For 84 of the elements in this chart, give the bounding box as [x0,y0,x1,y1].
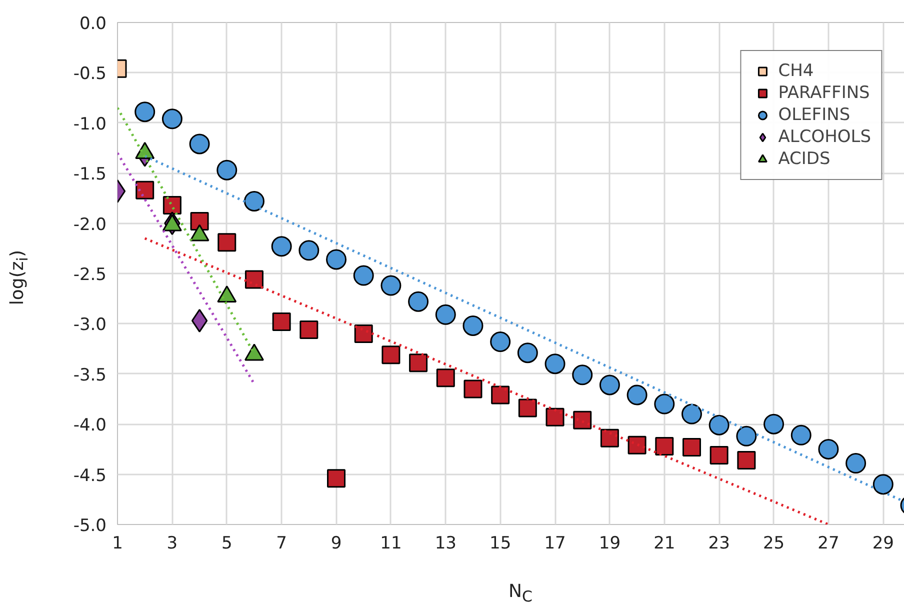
legend-label: CH4 [778,61,814,81]
point [435,304,456,325]
point [354,324,373,343]
y-tick-label: -2.0 [73,214,106,235]
point [764,414,784,434]
point [736,426,757,446]
point [191,308,208,332]
y-tick-label: -1.5 [73,164,106,185]
x-tick-label: 15 [490,534,512,554]
point [573,410,592,430]
point [546,408,564,426]
point [737,450,756,470]
point [654,394,675,414]
point [134,102,156,122]
y-tick-label: -4.5 [73,466,106,486]
point [544,354,566,374]
point [216,160,238,180]
legend-label: ACIDS [778,149,830,169]
y-tick-label: -3.5 [73,365,106,386]
point [599,374,620,396]
point [682,438,701,456]
point [626,384,648,406]
point [218,233,236,252]
point [408,291,429,312]
point [708,414,730,436]
point [409,354,428,372]
y-tick-label: -3.0 [73,315,106,336]
point [271,236,292,257]
point [518,398,537,418]
x-tick-label: 27 [818,534,840,554]
point [353,265,374,286]
point [300,320,318,339]
point [244,190,264,212]
point [572,364,593,386]
point [326,249,347,270]
x-tick-label: 13 [434,534,456,554]
point [517,342,538,364]
y-tick-label: 0.0 [79,14,107,34]
y-tick-label: -2.5 [73,265,106,285]
point [818,438,839,460]
point [846,453,866,474]
x-tick-label: 3 [166,534,178,554]
legend-label: PARAFFINS [778,83,870,103]
point [628,436,646,454]
point [136,180,154,200]
x-tick-label: 19 [598,534,621,554]
x-tick-label: 23 [708,534,730,554]
point [327,469,346,488]
point [162,196,182,214]
x-tick-label: 5 [221,534,232,554]
point [462,315,484,336]
point [382,346,400,364]
x-tick-label: 9 [330,534,342,554]
x-tick-label: 21 [654,534,676,554]
x-tick-label: 7 [276,534,287,554]
point [162,108,182,130]
point [600,428,619,448]
point [464,380,482,398]
point [655,436,674,456]
y-tick-label: -0.5 [73,64,106,84]
point [872,474,894,495]
x-tick-label: 11 [380,534,402,554]
y-tick-label: -5.0 [73,516,106,536]
y-tick-label: -4.0 [73,416,106,436]
point [490,332,511,352]
legend-label: ALCOHOLS [778,127,871,147]
point [298,240,320,261]
y-tick-label: -1.0 [73,114,106,134]
point [790,424,812,446]
point [681,404,702,424]
x-tick-label: 29 [872,534,894,554]
point [436,368,455,388]
point [710,446,728,464]
point [380,275,402,296]
x-tick-label: 25 [762,534,785,554]
point [190,212,209,231]
legend-label: OLEFINS [778,105,850,125]
x-tick-label: 1 [112,534,123,554]
point [272,312,291,331]
x-tick-label: 17 [544,534,566,554]
x-axis-title: N$_{C}$ [508,580,534,608]
point [244,270,264,289]
point [189,134,210,154]
point [491,386,510,404]
